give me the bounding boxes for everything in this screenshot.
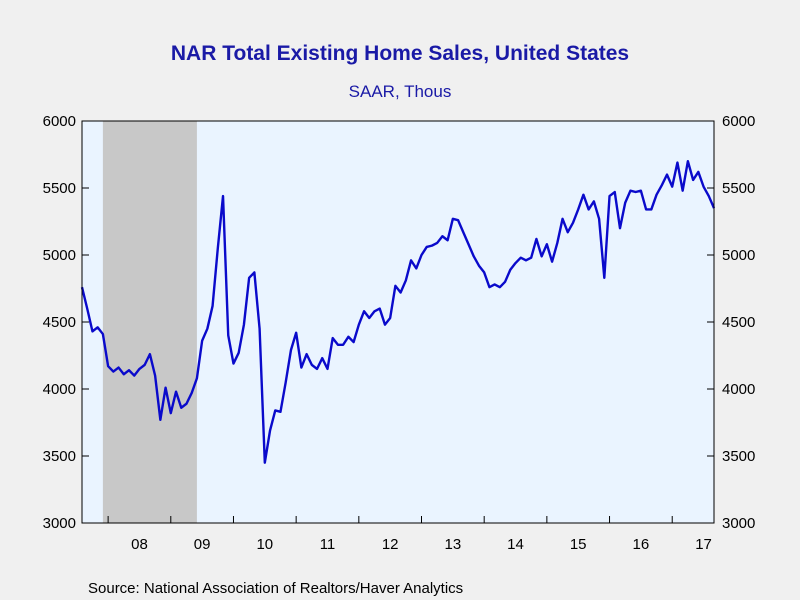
y-axis-left: 3000 3500 4000 4500 5000 5500 6000 (43, 113, 89, 532)
series-line (80, 160, 716, 464)
x-tick-label: 13 (444, 536, 461, 553)
y-axis-right: 3000 3500 4000 4500 5000 5500 6000 (707, 113, 755, 532)
y-left-tick-label: 5500 (43, 180, 76, 197)
y-right-tick-label: 5000 (722, 247, 755, 264)
y-right-tick-label: 4500 (722, 314, 755, 331)
y-right-tick-label: 3500 (722, 448, 755, 465)
x-tick-label: 11 (320, 536, 336, 553)
y-left-tick-label: 6000 (43, 113, 76, 130)
source-note: Source: National Association of Realtors… (88, 580, 463, 597)
chart-title: NAR Total Existing Home Sales, United St… (171, 42, 629, 65)
y-right-tick-label: 5500 (722, 180, 755, 197)
x-tick-label: 14 (507, 536, 524, 553)
x-tick-label: 15 (570, 536, 587, 553)
x-tick-label: 17 (695, 536, 712, 553)
x-tick-label: 12 (382, 536, 399, 553)
x-axis: 08 09 10 11 12 13 14 15 16 17 (107, 516, 712, 553)
y-right-tick-label: 4000 (722, 381, 755, 398)
y-left-tick-label: 5000 (43, 247, 76, 264)
y-left-tick-label: 4500 (43, 314, 76, 331)
x-tick-label: 10 (256, 536, 273, 553)
y-left-tick-label: 4000 (43, 381, 76, 398)
x-tick-label: 09 (194, 536, 211, 553)
chart-subtitle: SAAR, Thous (349, 82, 452, 101)
recession-band (102, 121, 197, 523)
y-left-tick-label: 3000 (43, 515, 76, 532)
x-tick-label: 08 (131, 536, 148, 553)
x-tick-label: 16 (633, 536, 650, 553)
y-right-tick-label: 3000 (722, 515, 755, 532)
y-right-tick-label: 6000 (722, 113, 755, 130)
y-left-tick-label: 3500 (43, 448, 76, 465)
